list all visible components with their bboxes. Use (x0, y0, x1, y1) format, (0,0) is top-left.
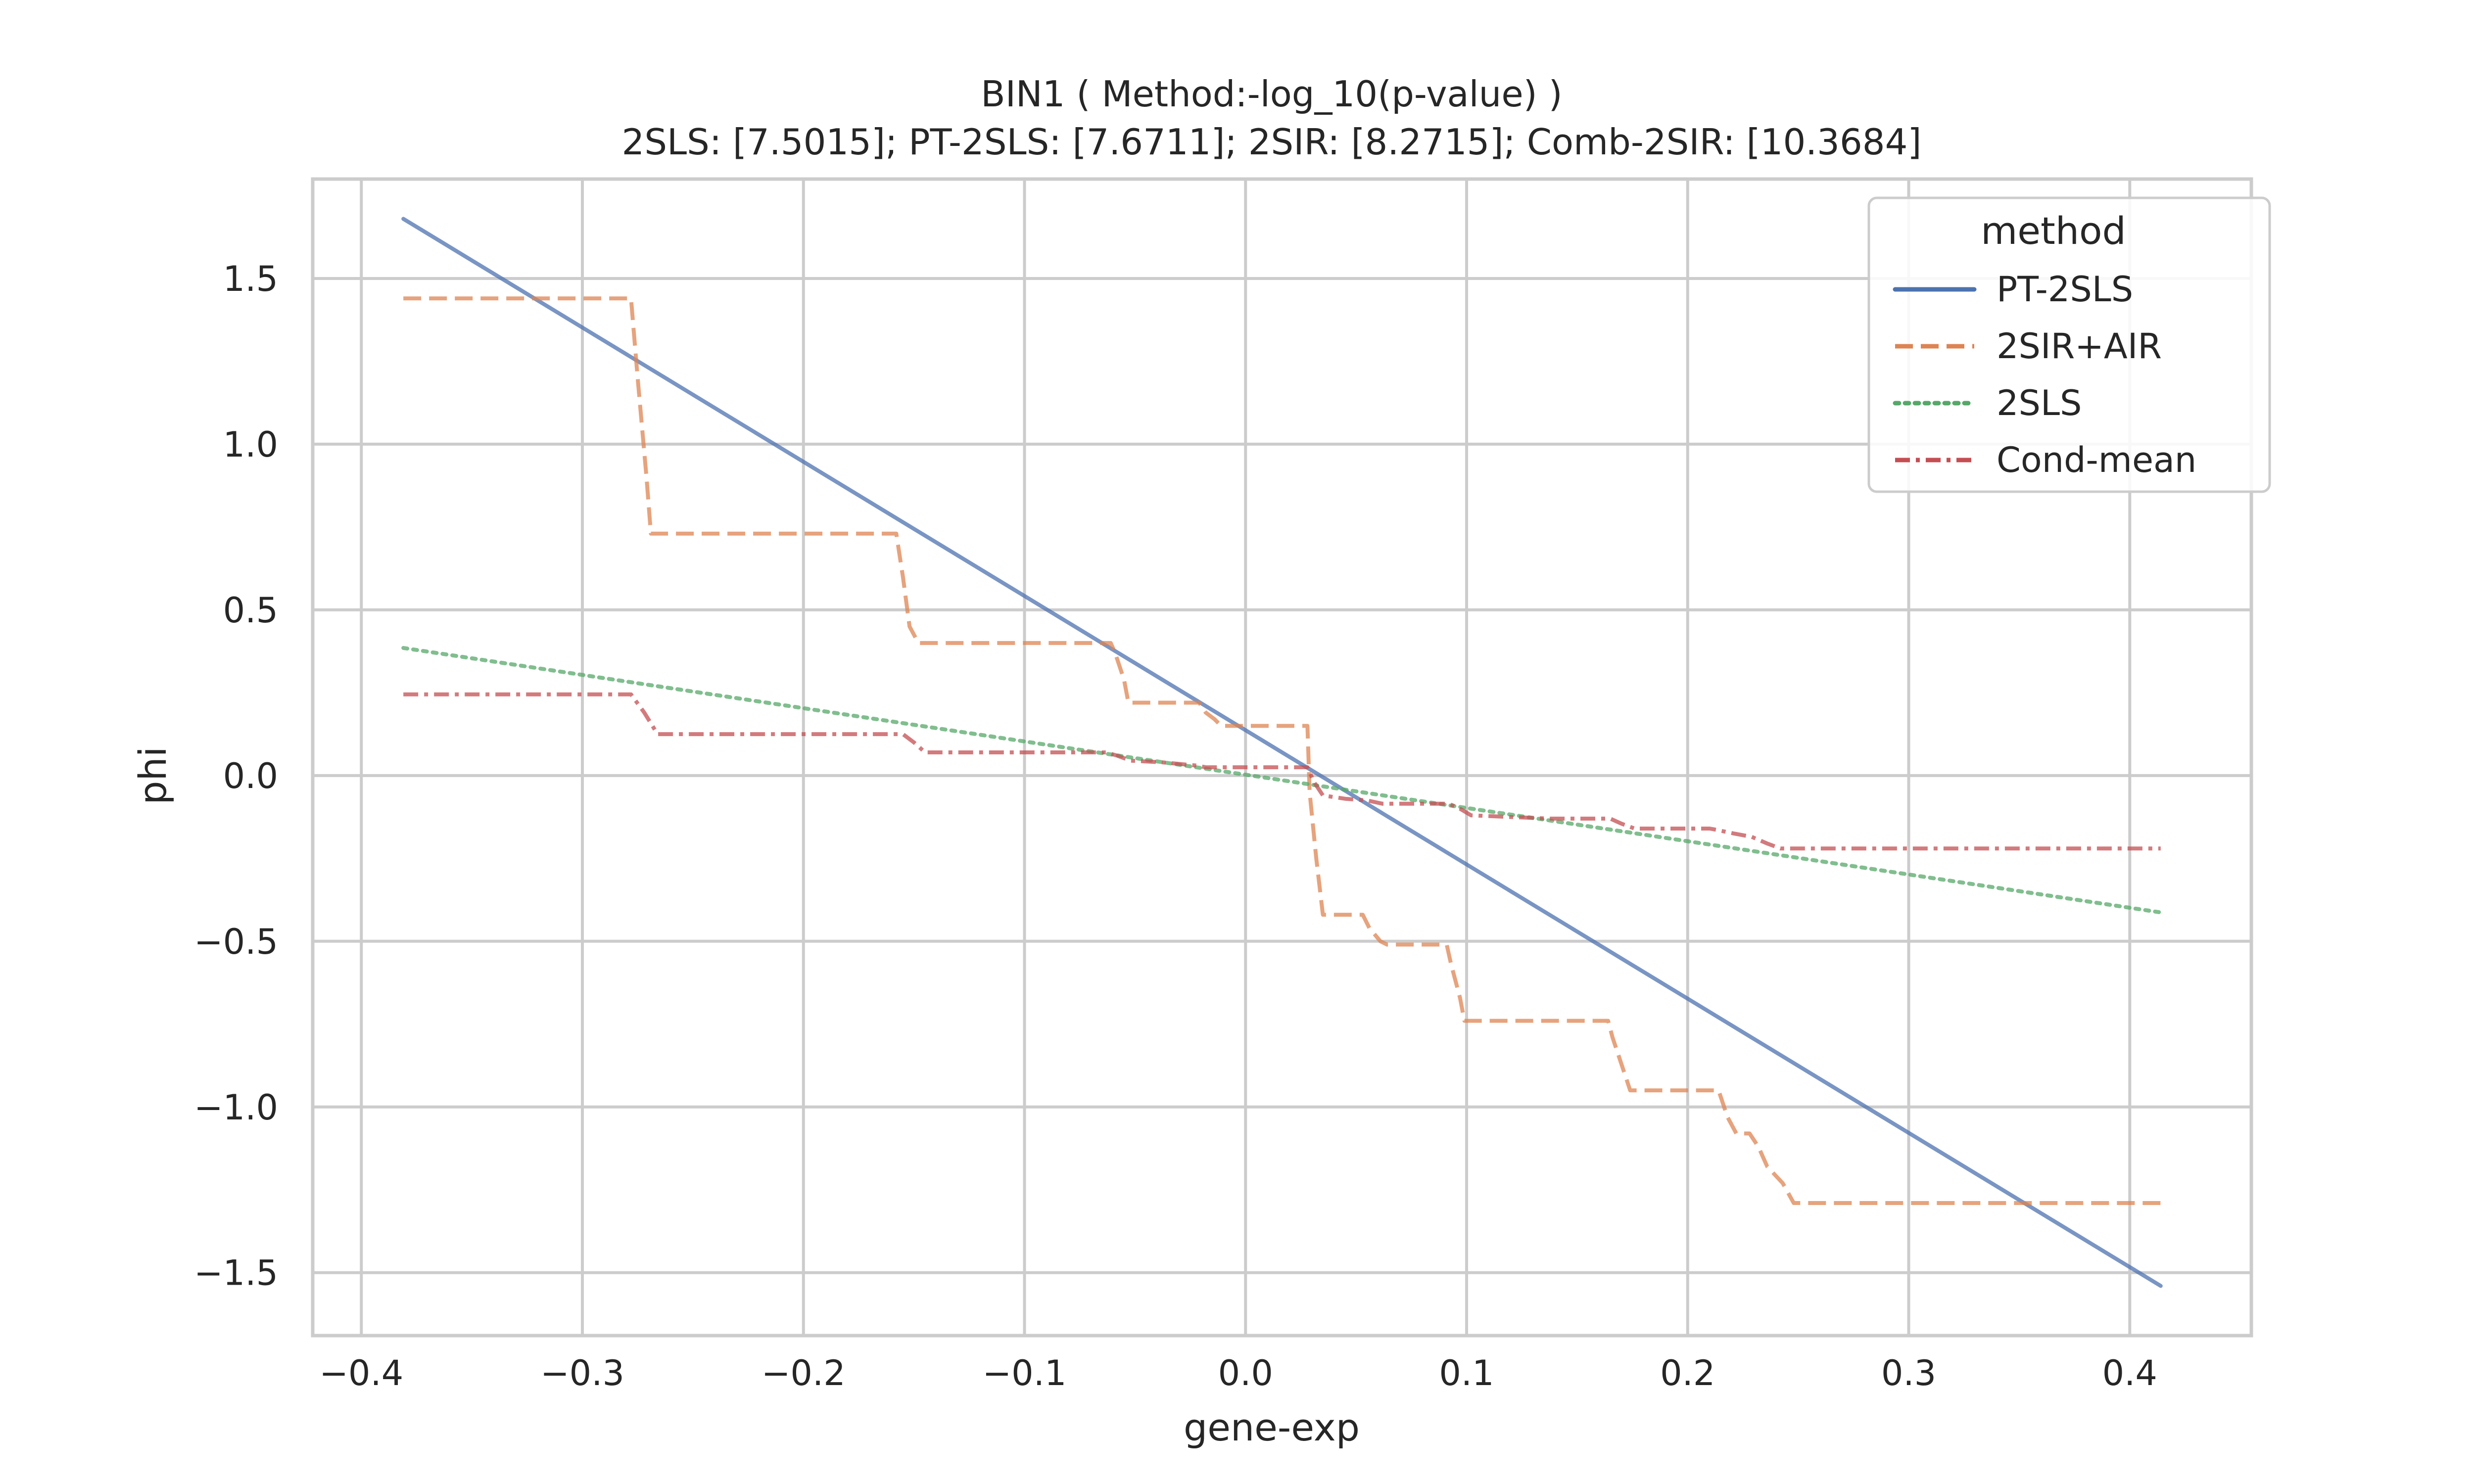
x-tick-label: −0.4 (319, 1353, 403, 1393)
plot-frame (311, 177, 2253, 1338)
x-axis-label: gene-exp (1184, 1405, 1360, 1449)
legend-label: 2SLS (1997, 383, 2082, 423)
y-axis-label: phi (131, 746, 175, 805)
x-tick-label: 0.2 (1660, 1353, 1715, 1393)
y-tick-label: 1.5 (223, 259, 278, 299)
x-tick-label: −0.1 (983, 1353, 1067, 1393)
y-tick-label: 1.0 (223, 424, 278, 465)
y-tick-label: −1.5 (194, 1253, 278, 1294)
series-line-pt-2sls (401, 217, 2163, 1288)
tick-layer: −0.4 −0.3 −0.2 −0.1 0.0 0.1 0.2 0.3 0.4 1.5 1.0 0.5… (194, 259, 2157, 1393)
y-tick-label: 0.0 (223, 756, 278, 796)
y-tick-label: −0.5 (194, 922, 278, 962)
y-tick-label: 0.5 (223, 590, 278, 631)
legend-label: PT-2SLS (1997, 269, 2133, 310)
x-tick-label: 0.4 (2102, 1353, 2157, 1393)
legend-entries: PT-2SLS 2SIR+AIR 2SLS Cond-mean (1893, 269, 2196, 480)
chart-subtitle: 2SLS: [7.5015]; PT-2SLS: [7.6711]; 2SIR:… (622, 121, 1922, 163)
x-tick-label: 0.0 (1218, 1353, 1273, 1393)
series-line-cond-mean (403, 692, 2161, 851)
x-tick-label: −0.3 (540, 1353, 624, 1393)
chart-title: BIN1 ( Method:-log_10(p-value) ) (981, 73, 1562, 115)
series-layer (401, 217, 2163, 1288)
legend-title: method (1981, 209, 2126, 253)
legend-box (1867, 196, 2271, 493)
legend-label: Cond-mean (1997, 440, 2196, 480)
x-tick-label: −0.2 (761, 1353, 846, 1393)
series-line-2sls (401, 646, 2163, 915)
y-tick-label: −1.0 (194, 1087, 278, 1128)
x-tick-label: 0.3 (1881, 1353, 1936, 1393)
series-line-2sir-air (403, 296, 2161, 1205)
legend-label: 2SIR+AIR (1997, 326, 2162, 367)
x-tick-label: 0.1 (1439, 1353, 1494, 1393)
legend: method PT-2SLS 2SIR+AIR 2SLS Cond-mean (1867, 196, 2271, 493)
